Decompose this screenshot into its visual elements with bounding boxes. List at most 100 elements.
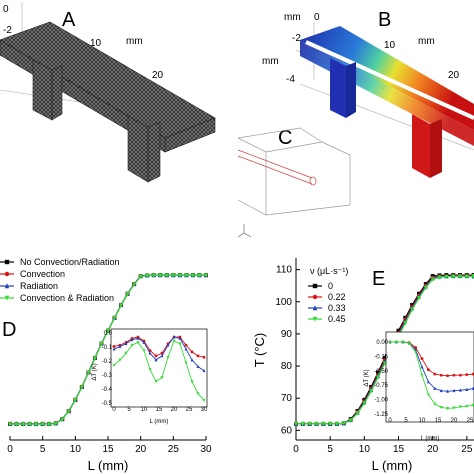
panel-a-letter: A bbox=[62, 9, 76, 31]
panel-e-y-tick: 60 bbox=[281, 425, 293, 436]
panel-d-inset-point bbox=[142, 340, 146, 344]
panel-e-inset-x-tick: 5 bbox=[404, 418, 408, 424]
panel-e-series-point bbox=[423, 285, 428, 291]
panel-d-inset-point bbox=[118, 358, 122, 362]
panel-d-legend-marker bbox=[4, 259, 10, 265]
panel-d-series-point bbox=[171, 273, 176, 278]
panel-e-y-tick: 80 bbox=[281, 361, 293, 372]
panel-e-inset-x-tick: 0 bbox=[388, 418, 392, 424]
panel-e-inset-point bbox=[388, 340, 392, 344]
panel-e-inset-point bbox=[427, 368, 430, 372]
panel-e-inset-y-tick: -1.25 bbox=[374, 412, 388, 418]
panel-e-y-tick: 70 bbox=[281, 393, 293, 404]
panel-d-series-point bbox=[27, 422, 32, 427]
panel-e-series-point bbox=[376, 370, 380, 375]
panel-d-series-point bbox=[164, 273, 169, 278]
panel-d-inset-line bbox=[113, 340, 205, 401]
panel-e-inset-point bbox=[439, 388, 443, 393]
panel-d-inset-point bbox=[196, 392, 200, 396]
panel-d-series-point bbox=[14, 422, 19, 427]
panel-d-inset-point bbox=[148, 351, 152, 355]
panel-d-series-point bbox=[86, 370, 91, 376]
panel-d-series-point bbox=[40, 422, 45, 427]
panel-d-inset-point bbox=[160, 353, 164, 358]
panel-e-x-tick: 20 bbox=[427, 444, 439, 455]
panel-d-series-point bbox=[106, 329, 110, 334]
panel-d-inset-point bbox=[124, 341, 128, 346]
panel-d-legend-marker bbox=[4, 283, 10, 289]
panel-d-legend-label: No Convection/Radiation bbox=[20, 257, 120, 267]
panel-d-legend-label: Convection & Radiation bbox=[20, 293, 114, 303]
panel-e-x-tick: 0 bbox=[293, 444, 299, 455]
panel-d-inset-point bbox=[190, 380, 194, 384]
panel-d-inset-point bbox=[184, 343, 188, 347]
panel-a-axis-tick: -2 bbox=[3, 25, 12, 36]
panel-e-series-point bbox=[444, 274, 449, 280]
panel-d-x-tick: 15 bbox=[102, 444, 114, 455]
panel-d-inset-x-tick: 20 bbox=[171, 407, 178, 413]
panel-d-series-point bbox=[119, 303, 124, 308]
panel-d-letter: D bbox=[2, 319, 16, 341]
panel-d-inset-y-tick: -0.4 bbox=[102, 387, 113, 393]
panel-e-x-tick: 25 bbox=[461, 444, 473, 455]
panel-d-inset-point bbox=[184, 361, 188, 365]
panel-d-x-tick: 5 bbox=[40, 444, 46, 455]
panel-d-inset-point bbox=[112, 363, 116, 368]
panel-d-x-ticks: 0 5 10 15 20 25 30 bbox=[7, 436, 212, 455]
panel-d-inset-point bbox=[148, 367, 152, 372]
panel-d-inset-point bbox=[154, 380, 158, 384]
panel-d-x-tick: 30 bbox=[200, 444, 212, 455]
panel-d-inset-point bbox=[166, 355, 170, 360]
panel-d-legend-label: Radiation bbox=[20, 281, 58, 291]
panel-d-inset-x-tick: 30 bbox=[201, 407, 208, 413]
panel-e-series-point bbox=[369, 389, 374, 394]
panel-e-legend-title: ν (μL·s⁻¹) bbox=[310, 266, 348, 276]
panel-d-inset-line bbox=[113, 336, 205, 358]
panel-d-series-point bbox=[79, 385, 84, 390]
panel-d-inset-point bbox=[154, 358, 158, 362]
panel-d-inset-point bbox=[202, 398, 206, 403]
panel-e-legend-marker bbox=[312, 283, 318, 289]
panel-d-inset-point bbox=[196, 354, 200, 358]
panel-d-series bbox=[8, 272, 208, 427]
panel-e-inset-point bbox=[459, 373, 462, 377]
panel-e-series-point bbox=[314, 421, 319, 427]
panel-e-legend-label: 0.33 bbox=[328, 303, 346, 313]
panel-d-series-point bbox=[73, 398, 78, 403]
panel-d-series-point bbox=[47, 422, 52, 427]
panel-e-inset-point bbox=[433, 386, 437, 390]
panel-d-series-point bbox=[158, 273, 163, 278]
panel-e-inset-point bbox=[465, 387, 469, 392]
panel-d-series-point bbox=[145, 273, 150, 279]
panel-d-series-point bbox=[197, 273, 202, 278]
panel-e-inset-point bbox=[446, 389, 449, 393]
panel-e-inset-point bbox=[465, 373, 469, 377]
panel-e-inset-point bbox=[420, 365, 424, 369]
panel-e-series-point bbox=[430, 277, 435, 282]
panel-d-series-point bbox=[177, 273, 182, 278]
panel-c-channel-tube bbox=[237, 149, 317, 186]
panel-b-axis-tick: -4 bbox=[286, 74, 295, 85]
panel-e-series-point bbox=[376, 375, 380, 380]
panel-d-inset-point bbox=[190, 350, 194, 354]
panel-d-x-tick: 10 bbox=[70, 444, 82, 455]
panel-d-series-point bbox=[99, 341, 104, 347]
panel-d-inset-point bbox=[172, 335, 176, 339]
panel-e-series-point bbox=[335, 421, 339, 427]
panel-e-inset-y-tick: -0.50 bbox=[374, 369, 388, 375]
panel-d-legend-marker bbox=[4, 295, 10, 301]
panel-e-series-point bbox=[437, 275, 442, 280]
panel-d-inset-x-tick: 25 bbox=[186, 407, 193, 413]
panel-e-inset-point bbox=[427, 379, 430, 384]
panel-d-inset-point bbox=[112, 347, 116, 351]
panel-d-inset-x-tick: 5 bbox=[127, 407, 131, 413]
panel-d-series-point bbox=[151, 273, 156, 278]
panel-d-series-point bbox=[53, 421, 58, 427]
panel-e-series-point bbox=[321, 421, 326, 427]
panel-b-axis-tick: 20 bbox=[448, 70, 460, 81]
panel-d-series-point bbox=[204, 273, 208, 278]
panel-e-x-tick: 5 bbox=[327, 444, 333, 455]
panel-d-inset-x-tick: 10 bbox=[141, 407, 148, 413]
